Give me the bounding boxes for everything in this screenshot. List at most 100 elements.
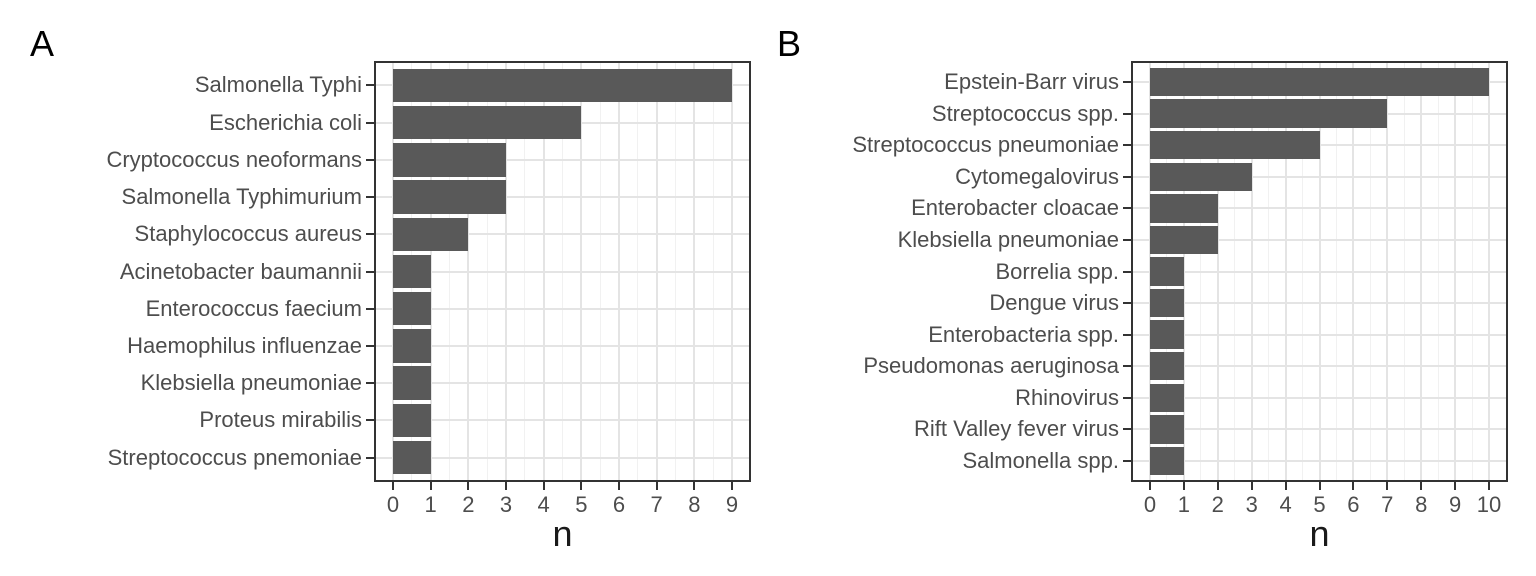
y-axis-label: Klebsiella pneumoniae bbox=[897, 226, 1119, 252]
y-axis-label: Rhinovirus bbox=[1015, 384, 1119, 410]
x-axis-tick bbox=[392, 482, 394, 490]
x-axis-tick bbox=[1284, 482, 1287, 490]
y-axis-label: Acinetobacter baumannii bbox=[119, 258, 362, 284]
y-axis-tick bbox=[366, 158, 374, 161]
y-axis-tick bbox=[366, 382, 374, 385]
y-axis-label: Klebsiella pneumoniae bbox=[140, 370, 362, 396]
y-axis-tick bbox=[1123, 207, 1131, 210]
gridline-major-h bbox=[1133, 270, 1506, 273]
y-axis-tick bbox=[1123, 460, 1131, 463]
bar bbox=[1150, 130, 1320, 160]
x-axis-tick bbox=[655, 482, 658, 490]
y-axis-label: Cryptococcus neoformans bbox=[106, 146, 362, 172]
x-axis-tick bbox=[429, 482, 432, 490]
bar-chart-b: n Epstein-Barr virus Streptococcus spp. St… bbox=[852, 61, 1508, 554]
x-axis-tick-label: 9 bbox=[1448, 492, 1462, 517]
gridline-major-h bbox=[376, 270, 749, 273]
y-axis-label: Salmonella spp. bbox=[962, 448, 1119, 474]
x-axis-tick-label: 8 bbox=[1415, 492, 1428, 517]
x-axis-tick bbox=[1352, 482, 1355, 490]
x-axis-tick bbox=[1488, 482, 1490, 490]
gridline-major-h bbox=[376, 307, 749, 310]
x-axis-tick-label: 10 bbox=[1476, 492, 1502, 517]
y-axis-tick bbox=[366, 233, 374, 236]
gridline-major-h bbox=[376, 196, 749, 199]
bar bbox=[1150, 257, 1184, 286]
x-axis-tick bbox=[1250, 482, 1253, 490]
x-axis-tick-label: 3 bbox=[1245, 492, 1258, 517]
y-axis-tick bbox=[1123, 238, 1131, 241]
gridline-major-h bbox=[1133, 238, 1506, 241]
y-axis-tick bbox=[366, 307, 374, 310]
y-axis-tick bbox=[366, 84, 374, 87]
gridline-major-h bbox=[1133, 365, 1506, 368]
panel-tag-b: B bbox=[777, 23, 802, 64]
x-axis-tick-label: 3 bbox=[499, 492, 513, 517]
y-axis-tick bbox=[366, 456, 374, 459]
x-axis-title: n bbox=[1309, 513, 1330, 554]
y-axis-tick bbox=[1123, 80, 1131, 83]
bar bbox=[393, 291, 431, 326]
x-axis-tick-label: 9 bbox=[725, 492, 739, 517]
y-axis-tick bbox=[1123, 144, 1131, 147]
x-axis-tick-label: 2 bbox=[1211, 492, 1224, 517]
bar bbox=[1150, 352, 1184, 381]
gridline-major-h bbox=[376, 382, 749, 385]
bar bbox=[1150, 415, 1184, 444]
bar bbox=[393, 143, 506, 177]
y-axis-tick bbox=[1123, 333, 1131, 336]
gridline-major-h bbox=[1133, 175, 1506, 178]
gridline-major-h bbox=[1133, 302, 1506, 305]
x-axis-tick bbox=[1149, 482, 1151, 490]
bar bbox=[393, 440, 431, 475]
y-axis-label: Enterococcus faecium bbox=[145, 295, 362, 321]
gridline-major-h bbox=[376, 233, 749, 236]
y-axis-tick bbox=[1123, 112, 1131, 115]
x-axis-title: n bbox=[552, 513, 573, 554]
x-axis-tick-label: 1 bbox=[1177, 492, 1191, 517]
x-axis-tick-label: 7 bbox=[650, 492, 663, 517]
y-axis-label: Staphylococcus aureus bbox=[134, 221, 362, 247]
bar bbox=[1150, 383, 1184, 413]
y-axis-tick bbox=[1123, 396, 1131, 399]
y-axis-label: Salmonella Typhimurium bbox=[121, 184, 362, 210]
bar bbox=[393, 180, 506, 214]
bar bbox=[393, 217, 469, 251]
gridline-major-h bbox=[1133, 144, 1506, 147]
bar bbox=[1150, 446, 1184, 476]
y-axis-label: Rift Valley fever virus bbox=[914, 416, 1119, 442]
x-axis-tick bbox=[618, 482, 620, 490]
bar bbox=[1150, 194, 1218, 223]
x-axis-tick-label: 2 bbox=[462, 492, 475, 517]
x-axis-tick bbox=[1318, 482, 1321, 490]
y-axis-label: Cytomegalovirus bbox=[955, 163, 1119, 189]
y-axis-tick bbox=[366, 196, 374, 199]
x-axis-tick bbox=[505, 482, 507, 490]
gridline-major-h bbox=[1133, 333, 1506, 336]
bar bbox=[1150, 288, 1184, 318]
x-axis-tick bbox=[580, 482, 583, 490]
bar bbox=[393, 105, 582, 140]
y-axis-tick bbox=[366, 270, 374, 273]
bar bbox=[1150, 99, 1388, 128]
y-axis-tick bbox=[1123, 270, 1131, 273]
x-axis-tick-label: 5 bbox=[575, 492, 588, 517]
x-axis-tick-label: 6 bbox=[612, 492, 626, 517]
x-axis-tick bbox=[1454, 482, 1457, 490]
x-axis-tick-label: 6 bbox=[1347, 492, 1360, 517]
bar bbox=[1150, 225, 1218, 255]
y-axis-label: Enterobacteria spp. bbox=[928, 321, 1119, 347]
y-axis-label: Escherichia coli bbox=[209, 109, 362, 135]
gridline-major-h bbox=[1133, 428, 1506, 431]
x-axis-tick-label: 7 bbox=[1381, 492, 1394, 517]
x-axis-tick-label: 4 bbox=[1279, 492, 1292, 517]
y-axis-label: Dengue virus bbox=[989, 290, 1119, 316]
y-axis-tick bbox=[1123, 302, 1131, 305]
y-axis-tick bbox=[366, 419, 374, 422]
gridline-major-h bbox=[1133, 460, 1506, 463]
x-axis-tick-label: 5 bbox=[1313, 492, 1326, 517]
x-axis-tick-label: 1 bbox=[424, 492, 437, 517]
x-axis-tick bbox=[467, 482, 470, 490]
bar bbox=[393, 329, 431, 363]
y-axis-label: Streptococcus spp. bbox=[931, 100, 1119, 126]
